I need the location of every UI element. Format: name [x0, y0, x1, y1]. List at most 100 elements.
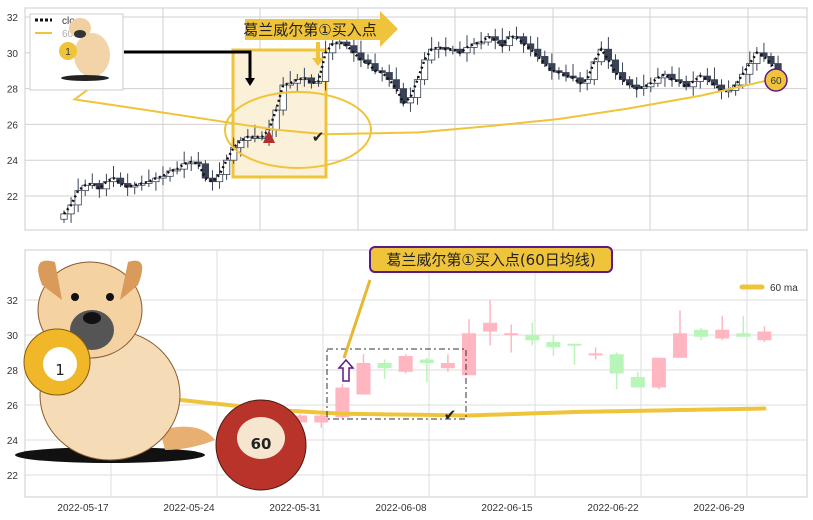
x-tick-label: 2022-06-15	[481, 503, 533, 514]
candle-body	[470, 43, 478, 48]
candle-body	[392, 79, 400, 90]
checkmark-icon: ✔	[312, 128, 325, 146]
candle-body	[385, 72, 393, 81]
candle-body	[715, 329, 730, 339]
candle-body	[279, 84, 287, 111]
candle-body	[440, 363, 455, 369]
ball-1-center	[43, 347, 77, 381]
candle-body	[546, 342, 561, 348]
candle-body	[293, 79, 301, 84]
yellow-pointer	[316, 42, 320, 60]
ma60-badge	[764, 68, 788, 92]
y-tick-label: 32	[7, 296, 19, 307]
candle-body	[378, 70, 386, 73]
ma60-line	[108, 390, 767, 418]
candle-body	[682, 81, 690, 88]
candle-body	[630, 377, 645, 388]
ball-60-label: 60	[251, 435, 272, 453]
y-tick-label: 24	[7, 156, 19, 167]
bottom-annotation-label: 葛兰威尔第①买入点(60日均线)	[386, 251, 595, 269]
y-tick-label: 26	[7, 120, 19, 131]
x-tick-label: 2022-06-08	[375, 503, 427, 514]
arrow-down-icon	[245, 78, 255, 86]
candle-body	[60, 213, 68, 220]
candle-body	[739, 73, 747, 86]
candle-body	[651, 357, 666, 388]
candle-body	[350, 45, 358, 54]
y-tick-label: 26	[7, 401, 19, 412]
arrow-down-icon	[312, 58, 324, 66]
candle-body	[504, 333, 519, 336]
candle-body	[618, 72, 627, 81]
candle-body	[307, 77, 316, 84]
buy-triangle-icon	[263, 130, 275, 143]
candle-body	[588, 353, 603, 356]
candle-body	[590, 61, 598, 81]
candle-body	[74, 190, 82, 206]
candle-body	[462, 333, 476, 376]
dog-tail	[160, 426, 215, 450]
ball-1-label: 1	[55, 361, 65, 379]
candle-body	[609, 354, 624, 374]
candle-body	[343, 41, 351, 47]
x-tick-label: 2022-06-29	[693, 503, 745, 514]
top-annotation-label: 葛兰威尔第①买入点	[243, 21, 376, 39]
candle-body	[767, 55, 775, 64]
x-tick-label: 2022-05-17	[57, 503, 109, 514]
connector-line	[124, 50, 252, 80]
y-tick-label: 28	[7, 85, 19, 96]
top-plot-area	[24, 7, 808, 231]
candle-body	[152, 177, 160, 183]
signal-box	[326, 348, 467, 420]
candle-body	[525, 335, 540, 341]
dog-eye	[71, 293, 79, 301]
ball-1-small	[59, 42, 77, 60]
candle-body	[356, 363, 371, 395]
candle-body	[541, 55, 549, 64]
candle-body	[314, 415, 329, 423]
candle-body	[357, 52, 365, 61]
candle-body	[736, 333, 751, 337]
candle-body	[335, 387, 350, 418]
y-tick-label: 32	[7, 13, 19, 24]
highlight-ellipse	[224, 91, 372, 169]
dog-snout	[74, 30, 86, 38]
candle-body	[201, 163, 209, 179]
candle-body	[583, 79, 591, 84]
candle-body	[710, 79, 719, 86]
candle-body	[286, 82, 294, 86]
candle-body	[293, 415, 308, 423]
dog-shadow	[61, 75, 109, 81]
candle-body	[398, 356, 413, 372]
candle-body	[626, 79, 634, 86]
candle-body	[237, 140, 245, 149]
pointer-line	[342, 279, 372, 359]
candle-body	[534, 48, 542, 57]
y-tick-label: 30	[7, 49, 19, 60]
y-tick-label: 30	[7, 331, 19, 342]
candle-body	[399, 88, 407, 104]
x-tick-label: 2022-06-22	[587, 503, 639, 514]
candle-body	[377, 363, 392, 369]
candle-body	[102, 181, 111, 190]
y-tick-label: 24	[7, 436, 19, 447]
candle-body	[413, 79, 422, 98]
candle-body	[604, 48, 612, 61]
ball-60-center	[237, 417, 285, 459]
candle-body	[548, 63, 556, 72]
candle-body	[215, 174, 224, 183]
candle-body	[611, 59, 620, 73]
x-tick-label: 2022-05-31	[269, 503, 321, 514]
dog-eye	[106, 293, 114, 301]
legend-ma-label: 60 ma	[770, 283, 798, 294]
candle-body	[419, 359, 434, 363]
candle-body	[420, 59, 429, 81]
candle-body	[463, 47, 471, 54]
hollow-up-arrow-icon	[337, 358, 355, 382]
y-tick-label: 22	[7, 471, 19, 482]
candle-body	[673, 333, 687, 358]
dog-mascot-icon	[15, 260, 307, 491]
candle-body	[483, 322, 498, 332]
close-line	[63, 35, 780, 215]
